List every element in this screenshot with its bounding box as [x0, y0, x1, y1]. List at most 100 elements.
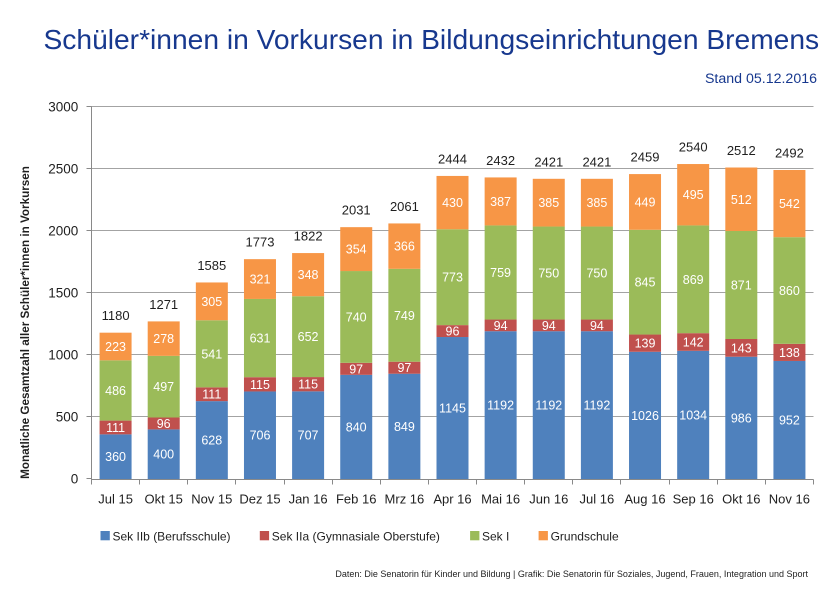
svg-text:495: 495 [683, 188, 704, 202]
svg-text:707: 707 [298, 429, 319, 443]
svg-text:497: 497 [153, 380, 174, 394]
svg-text:628: 628 [201, 434, 222, 448]
svg-text:360: 360 [105, 450, 126, 464]
svg-text:652: 652 [298, 330, 319, 344]
svg-text:773: 773 [442, 271, 463, 285]
svg-text:Jun 16: Jun 16 [529, 492, 568, 507]
svg-text:2512: 2512 [727, 143, 756, 158]
svg-text:750: 750 [586, 267, 607, 281]
svg-text:Aug 16: Aug 16 [624, 492, 665, 507]
svg-text:96: 96 [157, 417, 171, 431]
svg-text:2500: 2500 [48, 161, 78, 176]
svg-text:869: 869 [683, 273, 704, 287]
svg-text:387: 387 [490, 195, 511, 209]
svg-text:430: 430 [442, 196, 463, 210]
svg-text:97: 97 [397, 361, 411, 375]
svg-text:840: 840 [346, 420, 367, 434]
svg-text:Jan 16: Jan 16 [289, 492, 328, 507]
svg-text:542: 542 [779, 197, 800, 211]
svg-text:Mrz 16: Mrz 16 [385, 492, 425, 507]
svg-text:Stand 05.12.2016: Stand 05.12.2016 [705, 71, 817, 87]
svg-text:Okt 16: Okt 16 [722, 492, 760, 507]
svg-text:759: 759 [490, 266, 511, 280]
svg-text:1192: 1192 [535, 399, 562, 413]
svg-text:1192: 1192 [583, 399, 610, 413]
svg-text:Jul 15: Jul 15 [98, 492, 133, 507]
svg-text:138: 138 [779, 346, 800, 360]
svg-text:1180: 1180 [102, 308, 130, 323]
svg-text:223: 223 [105, 340, 126, 354]
svg-text:1000: 1000 [48, 347, 78, 362]
svg-text:3000: 3000 [48, 99, 78, 114]
svg-text:0: 0 [71, 471, 79, 486]
svg-text:94: 94 [542, 319, 556, 333]
svg-text:96: 96 [446, 325, 460, 339]
svg-text:512: 512 [731, 193, 752, 207]
svg-text:2061: 2061 [390, 199, 419, 214]
svg-text:400: 400 [153, 448, 174, 462]
svg-text:750: 750 [538, 267, 559, 281]
svg-text:Sep 16: Sep 16 [673, 492, 714, 507]
svg-text:94: 94 [494, 319, 508, 333]
svg-text:1585: 1585 [197, 258, 226, 273]
svg-text:Jul 16: Jul 16 [580, 492, 615, 507]
svg-text:1271: 1271 [149, 297, 178, 312]
svg-text:Sek IIb (Berufsschule): Sek IIb (Berufsschule) [113, 530, 231, 544]
svg-text:1026: 1026 [631, 409, 659, 423]
svg-text:2444: 2444 [438, 151, 467, 166]
svg-text:Sek IIa (Gymnasiale Oberstufe): Sek IIa (Gymnasiale Oberstufe) [272, 530, 440, 544]
svg-text:111: 111 [106, 421, 125, 435]
svg-text:1773: 1773 [246, 235, 275, 250]
svg-text:Okt 15: Okt 15 [145, 492, 183, 507]
svg-text:Sek I: Sek I [482, 530, 509, 544]
svg-text:2540: 2540 [679, 140, 708, 155]
svg-text:2432: 2432 [486, 153, 515, 168]
svg-text:111: 111 [202, 388, 221, 402]
svg-text:500: 500 [56, 409, 79, 424]
svg-text:Grundschule: Grundschule [551, 530, 619, 544]
svg-text:Nov 15: Nov 15 [191, 492, 232, 507]
svg-text:1192: 1192 [487, 399, 514, 413]
svg-text:706: 706 [250, 429, 271, 443]
svg-text:305: 305 [201, 295, 222, 309]
svg-text:1500: 1500 [48, 285, 78, 300]
svg-text:2031: 2031 [342, 203, 371, 218]
svg-text:486: 486 [105, 384, 126, 398]
svg-text:1034: 1034 [679, 408, 707, 422]
svg-text:849: 849 [394, 420, 415, 434]
svg-text:385: 385 [586, 196, 607, 210]
svg-text:Daten: Die Senatorin für Kinde: Daten: Die Senatorin für Kinder und Bild… [335, 569, 808, 579]
svg-text:139: 139 [635, 337, 656, 351]
svg-text:385: 385 [538, 196, 559, 210]
svg-text:2492: 2492 [775, 146, 804, 161]
svg-text:321: 321 [250, 273, 271, 287]
svg-text:348: 348 [298, 268, 319, 282]
svg-text:94: 94 [590, 319, 604, 333]
svg-text:354: 354 [346, 243, 367, 257]
svg-text:860: 860 [779, 284, 800, 298]
svg-text:871: 871 [731, 279, 752, 293]
svg-text:2000: 2000 [48, 223, 78, 238]
svg-text:631: 631 [250, 332, 271, 346]
svg-text:740: 740 [346, 310, 367, 324]
svg-text:845: 845 [635, 276, 656, 290]
svg-text:2421: 2421 [582, 154, 611, 169]
svg-text:115: 115 [250, 378, 270, 392]
svg-text:115: 115 [298, 378, 318, 392]
svg-text:1822: 1822 [294, 229, 323, 244]
svg-text:Feb 16: Feb 16 [336, 492, 376, 507]
svg-text:Schüler*innen in Vorkursen in: Schüler*innen in Vorkursen in Bildungsei… [44, 23, 820, 55]
svg-text:2459: 2459 [631, 150, 660, 165]
svg-text:2421: 2421 [534, 154, 563, 169]
svg-text:449: 449 [635, 195, 656, 209]
svg-text:97: 97 [349, 362, 363, 376]
svg-text:Apr 16: Apr 16 [433, 492, 471, 507]
svg-text:Dez 15: Dez 15 [239, 492, 280, 507]
svg-text:Mai 16: Mai 16 [481, 492, 520, 507]
svg-text:541: 541 [201, 347, 222, 361]
svg-text:143: 143 [731, 341, 752, 355]
svg-text:278: 278 [153, 332, 174, 346]
svg-text:1145: 1145 [439, 402, 466, 416]
svg-text:366: 366 [394, 240, 415, 254]
svg-text:986: 986 [731, 411, 752, 425]
